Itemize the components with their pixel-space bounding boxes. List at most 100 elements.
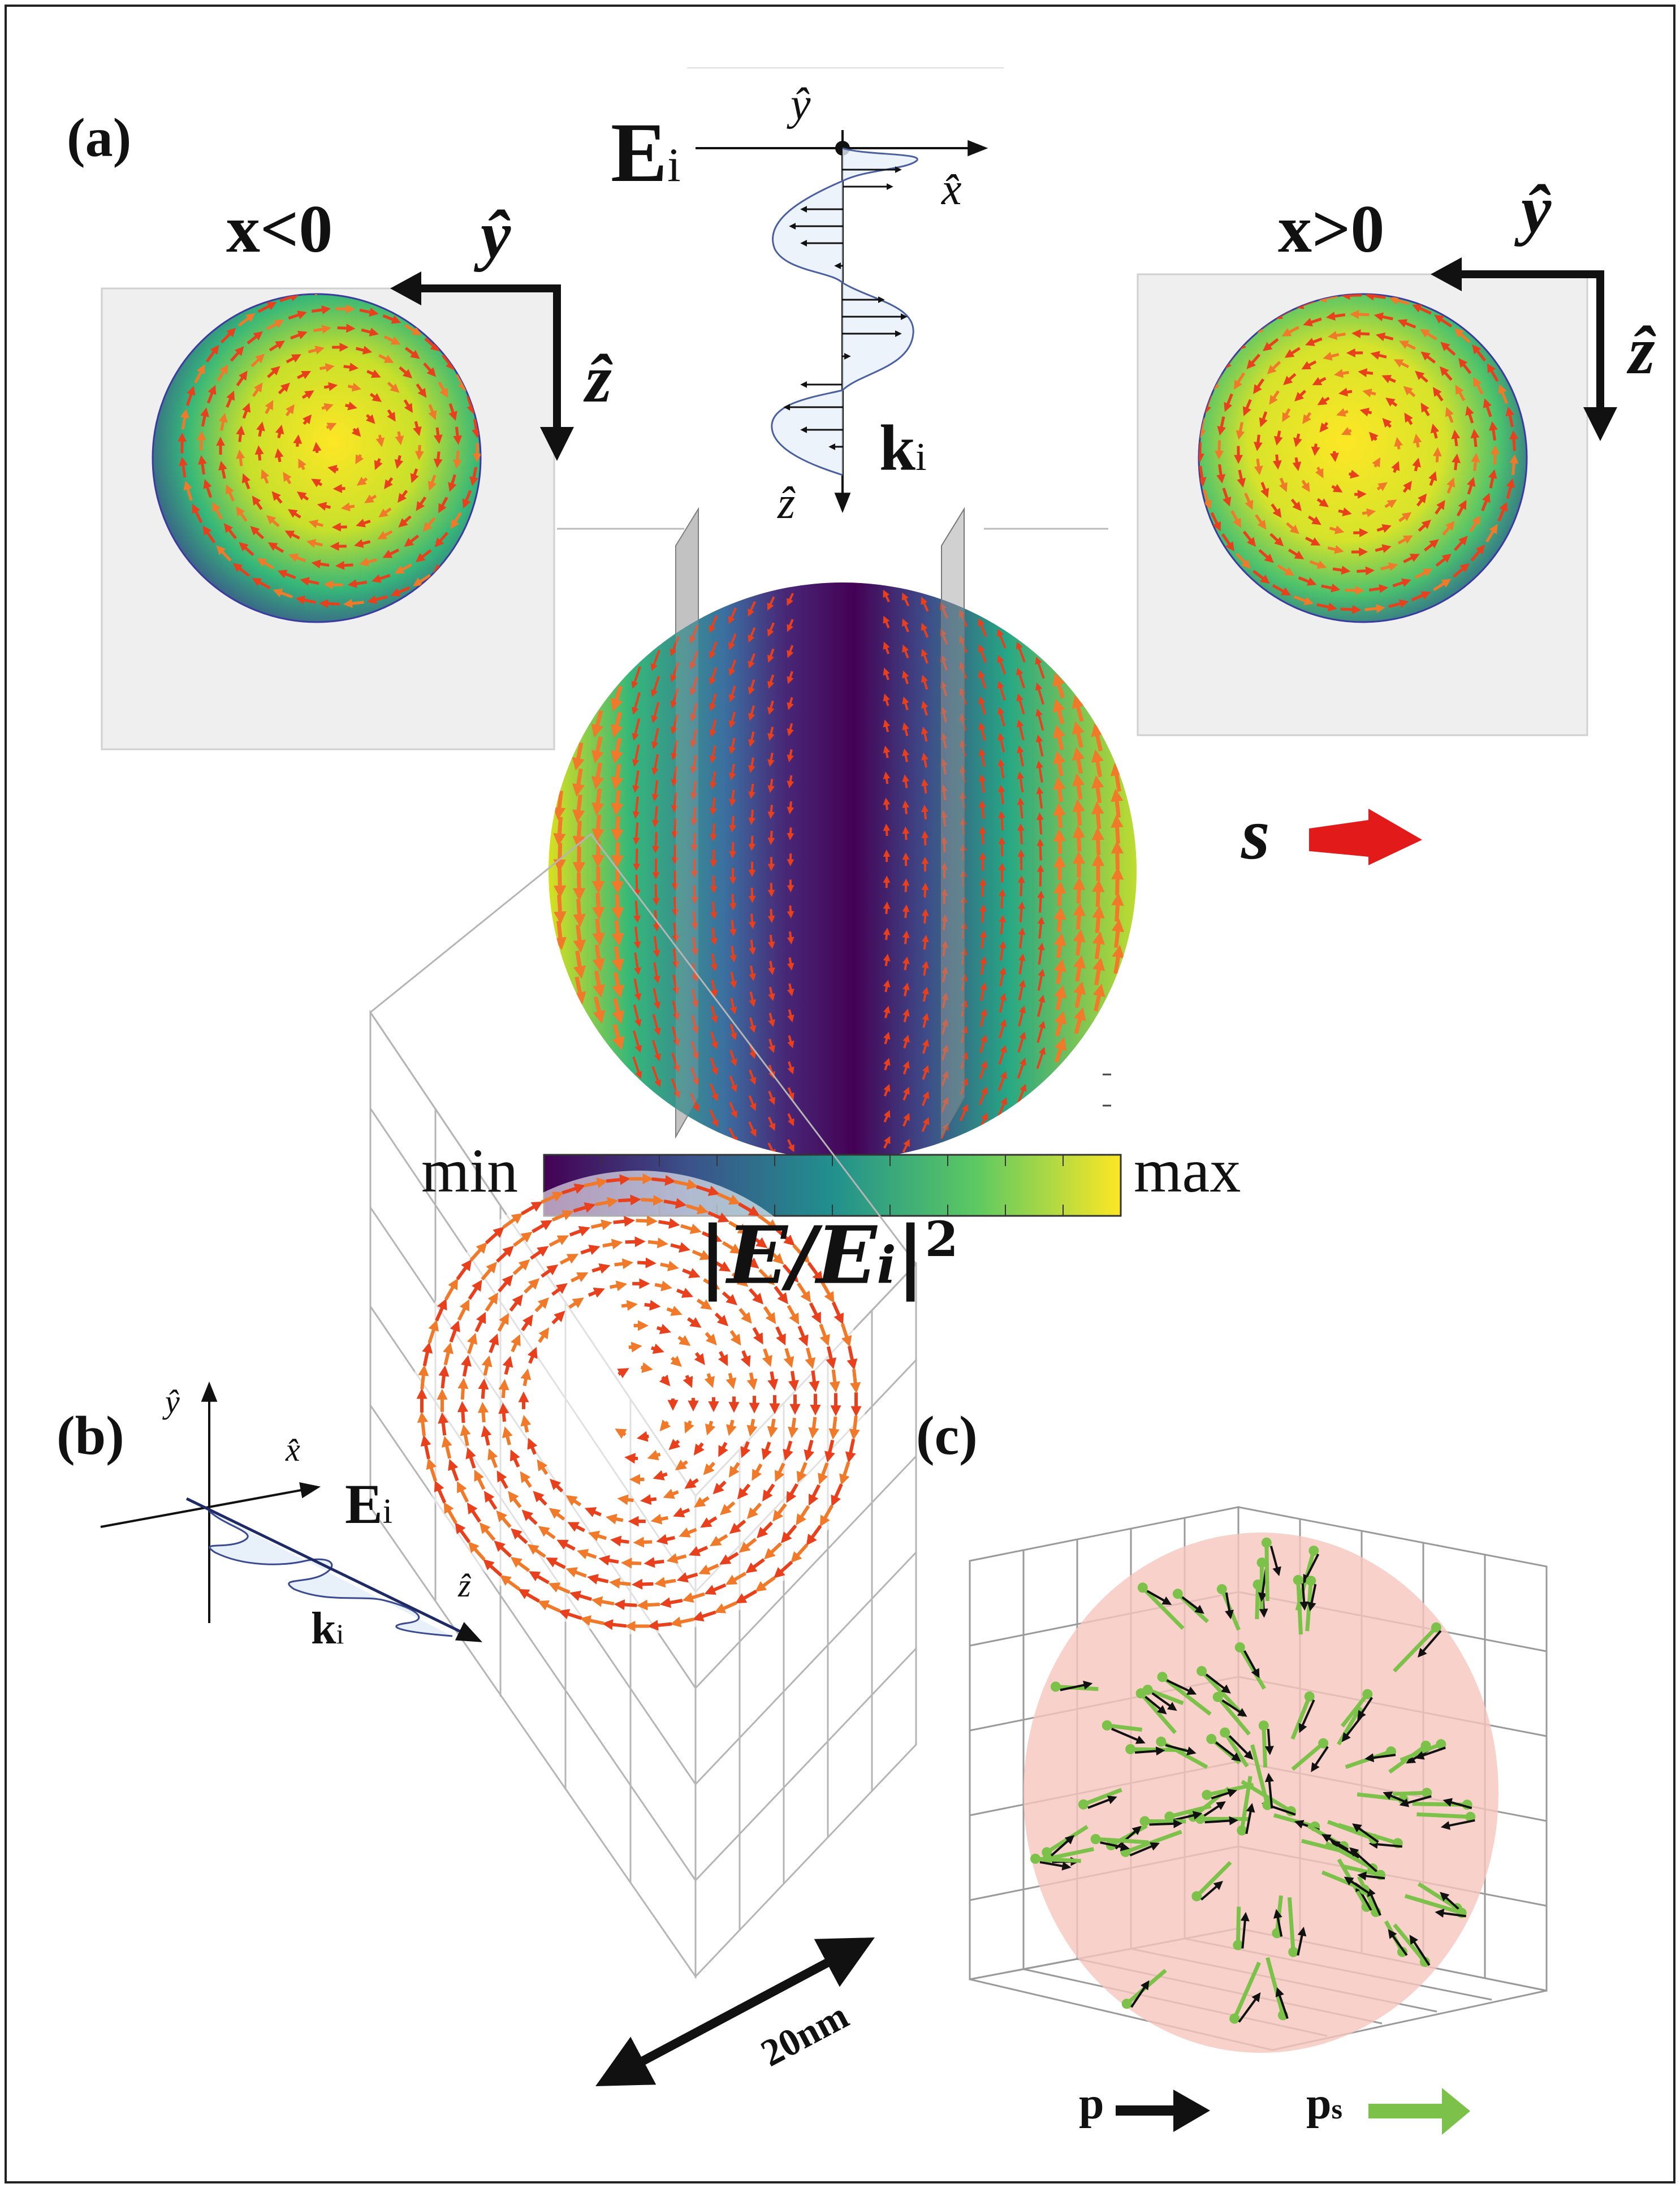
field-arrow xyxy=(1375,332,1394,342)
field-arrow xyxy=(1420,329,1437,340)
field-arrow xyxy=(1037,890,1044,913)
field-arrow xyxy=(671,766,679,787)
field-arrow xyxy=(1203,489,1212,510)
field-arrow xyxy=(748,705,755,721)
dipole-p-arrow xyxy=(1443,1798,1472,1810)
field-arrow xyxy=(709,1109,719,1128)
field-arrow xyxy=(670,1242,690,1253)
field-arrow xyxy=(1317,396,1330,405)
field-arrow xyxy=(1236,422,1245,440)
panel-c-dipole-field xyxy=(1030,1537,1476,2024)
field-arrow xyxy=(999,940,1007,961)
field-arrow xyxy=(773,1560,793,1578)
right-sphere xyxy=(1198,293,1528,623)
incident-wave-diagram xyxy=(687,67,1004,513)
field-arrow xyxy=(1111,918,1124,948)
field-arrow xyxy=(651,1175,676,1186)
field-arrow xyxy=(1053,802,1066,828)
field-arrow xyxy=(254,445,264,461)
field-arrow xyxy=(672,896,679,917)
field-arrow xyxy=(1376,524,1392,533)
field-arrow xyxy=(741,1253,759,1269)
field-arrow xyxy=(467,1332,478,1354)
field-arrow xyxy=(959,1103,969,1121)
wave-axis-y-label: ŷ xyxy=(791,80,811,130)
field-arrow xyxy=(1052,698,1065,724)
field-arrow xyxy=(978,1086,988,1106)
field-arrow xyxy=(921,727,928,742)
field-arrow xyxy=(1440,366,1453,381)
field-arrow xyxy=(467,1502,481,1523)
legend-ps-label: ps xyxy=(1306,2079,1342,2129)
field-arrow xyxy=(940,654,948,671)
field-arrow xyxy=(534,1297,550,1313)
field-arrow xyxy=(232,563,251,577)
field-arrow xyxy=(691,989,699,1008)
field-arrow xyxy=(729,1330,741,1346)
field-arrow xyxy=(218,460,227,479)
legend-p-arrow xyxy=(1116,2090,1210,2132)
field-arrow xyxy=(1016,641,1026,663)
panel-b-x-axis xyxy=(100,1482,321,1528)
dipole-origin-dot xyxy=(1436,1739,1446,1750)
field-arrow xyxy=(1305,536,1321,546)
field-arrow xyxy=(647,1620,672,1631)
field-arrow xyxy=(787,1087,794,1101)
field-arrow xyxy=(1073,981,1086,1008)
field-arrow xyxy=(478,1378,489,1399)
field-arrow xyxy=(671,844,679,865)
field-arrow xyxy=(689,624,699,644)
field-arrow xyxy=(940,732,948,749)
field-arrow xyxy=(541,1192,564,1204)
field-arrow xyxy=(921,882,929,898)
field-arrow xyxy=(703,1461,716,1475)
field-arrow xyxy=(1037,995,1046,1017)
dipole-ps-arrow xyxy=(1095,1837,1149,1845)
field-arrow xyxy=(398,515,412,528)
dipole-p-arrow xyxy=(1299,1583,1309,1611)
dipole-origin-dot xyxy=(1465,1811,1476,1822)
field-arrow xyxy=(787,905,794,919)
field-arrow xyxy=(1253,378,1265,394)
field-arrow xyxy=(767,596,775,611)
field-arrow xyxy=(787,593,794,606)
field-arrow xyxy=(689,650,699,670)
field-arrow xyxy=(758,1268,775,1286)
field-arrow xyxy=(644,1557,664,1568)
field-arrow xyxy=(922,1013,929,1028)
field-arrow xyxy=(768,1038,775,1053)
dipole-p-arrow xyxy=(1414,1746,1446,1760)
field-arrow xyxy=(1452,454,1461,471)
field-arrow xyxy=(999,966,1007,987)
field-arrow xyxy=(1328,331,1346,340)
field-arrow xyxy=(677,1335,691,1347)
field-arrow xyxy=(438,1365,450,1389)
dipole-origin-dot xyxy=(1233,1940,1243,1950)
field-arrow xyxy=(1327,545,1344,554)
field-arrow xyxy=(1358,368,1374,377)
field-arrow xyxy=(902,1034,910,1048)
dipole-ps-arrow xyxy=(1047,1847,1094,1861)
field-arrow xyxy=(257,302,277,313)
field-arrow xyxy=(217,364,228,382)
field-arrow xyxy=(621,1300,638,1311)
field-arrow xyxy=(593,970,606,998)
field-arrow xyxy=(748,679,755,695)
field-arrow xyxy=(592,892,605,920)
field-arrow xyxy=(787,801,794,814)
field-arrow xyxy=(427,474,437,491)
field-arrow xyxy=(618,1194,641,1206)
field-arrow xyxy=(632,1030,642,1053)
dipole-ps-arrow xyxy=(1216,1695,1251,1736)
field-arrow xyxy=(588,1530,607,1542)
field-arrow xyxy=(998,888,1006,909)
field-arrow xyxy=(591,814,604,842)
field-arrow xyxy=(1473,377,1484,395)
field-arrow xyxy=(610,711,623,738)
dipole-ps-arrow xyxy=(1296,1579,1303,1635)
field-arrow xyxy=(829,1369,840,1393)
dipole-p-arrow xyxy=(1204,1816,1238,1826)
dipole-p-arrow xyxy=(1115,1826,1142,1850)
left-sphere-vector-field xyxy=(178,294,481,609)
field-arrow xyxy=(274,448,284,463)
